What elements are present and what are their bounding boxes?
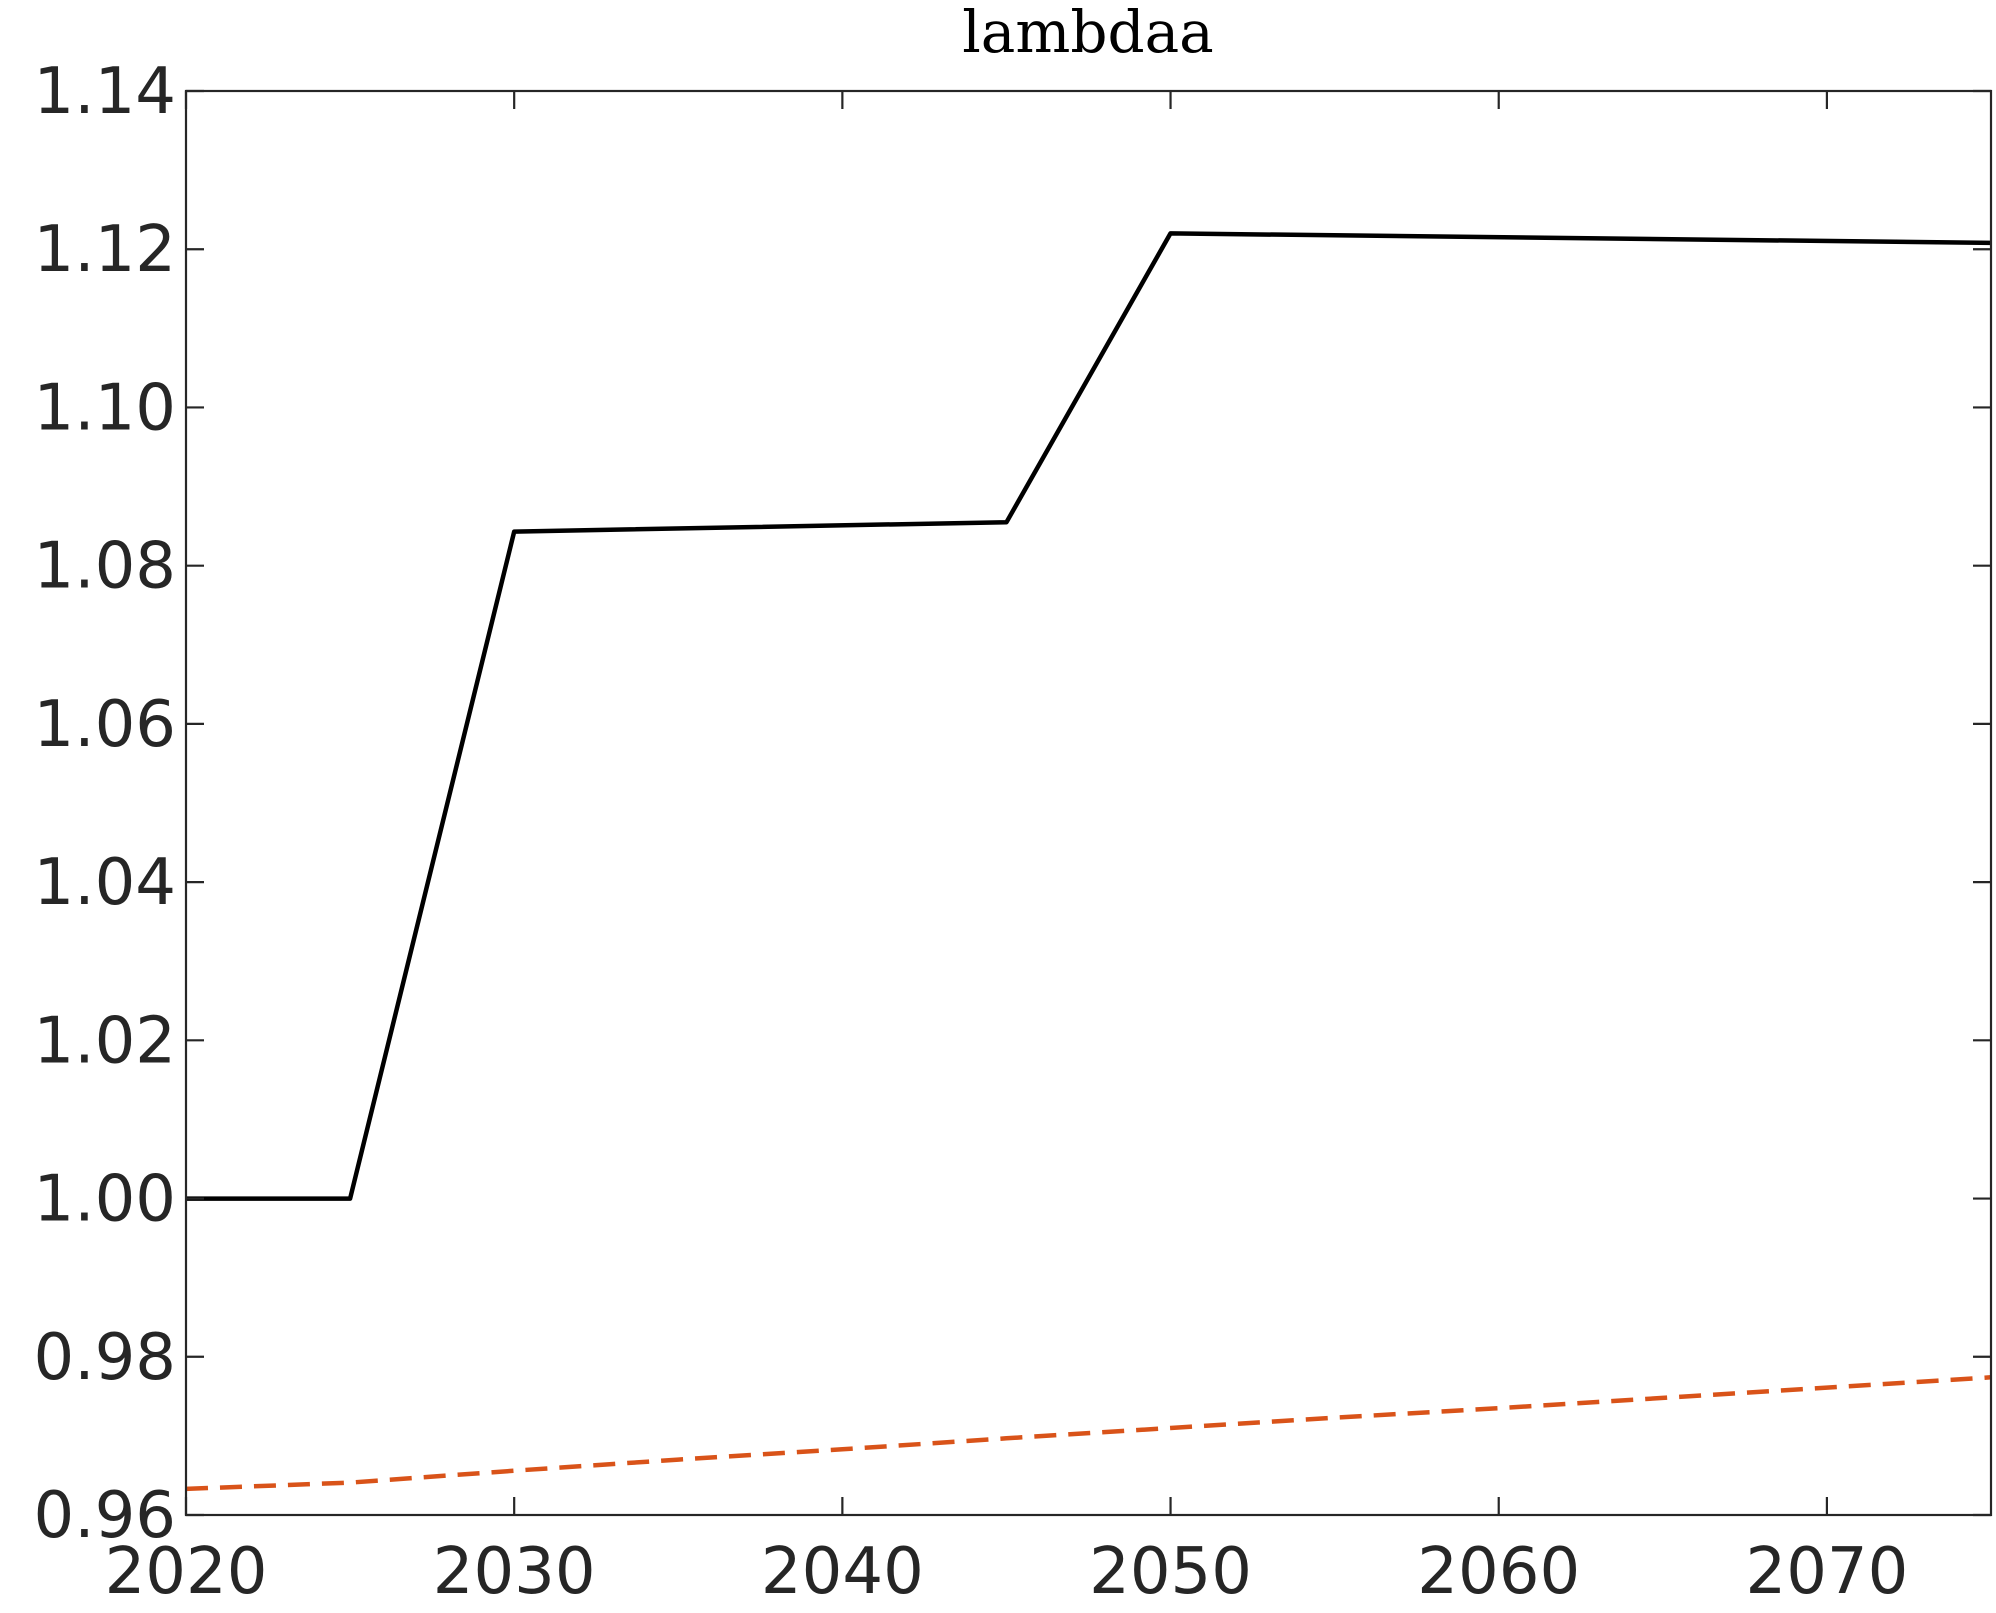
y-tick-label: 1.06 <box>34 688 177 762</box>
x-tick-label: 2050 <box>1089 1535 1252 1609</box>
axes-box <box>184 89 1993 1517</box>
y-tick-label: 1.12 <box>34 213 177 287</box>
axes-group: 2020 2030 2040 2050 2060 2070 0.96 0.98 1.00 1.02… <box>34 55 1993 1609</box>
y-tick-label: 1.08 <box>34 530 177 604</box>
y-tick-label: 1.02 <box>34 1004 177 1078</box>
series-line-1 <box>186 231 1991 1201</box>
series-group <box>186 231 1991 1492</box>
y-tick-label: 1.10 <box>34 371 177 445</box>
x-tick-label: 2020 <box>105 1535 268 1609</box>
y-tick-label: 0.96 <box>34 1479 177 1553</box>
plot-area <box>186 91 1991 1515</box>
x-tick-label: 2070 <box>1745 1535 1908 1609</box>
x-tick-label: 2060 <box>1417 1535 1580 1609</box>
y-tick-label: 0.98 <box>34 1321 177 1395</box>
y-tick-label: 1.00 <box>34 1163 177 1237</box>
plot-background <box>186 91 1991 1515</box>
y-tick-label: 1.04 <box>34 846 177 920</box>
x-tick-label: 2030 <box>433 1535 596 1609</box>
series-line-2 <box>186 1375 1991 1492</box>
y-tick-label: 1.14 <box>34 55 177 129</box>
x-tick-label: 2040 <box>761 1535 924 1609</box>
chart-title: lambdaa <box>962 0 1214 66</box>
